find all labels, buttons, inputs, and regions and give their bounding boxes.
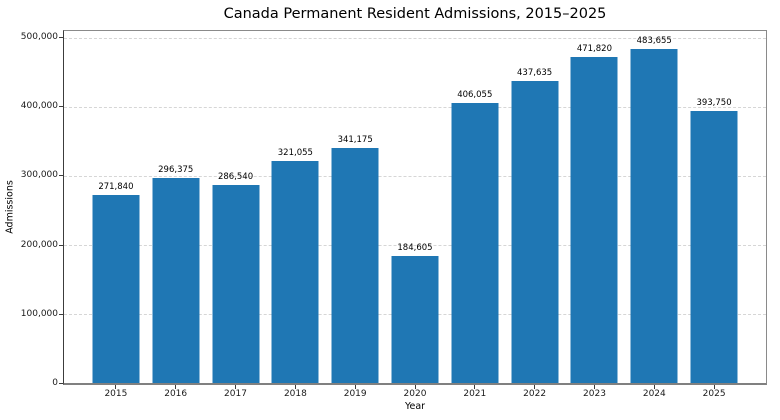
bar-slot: 483,655 — [624, 31, 684, 383]
x-tick-mark — [294, 385, 296, 389]
gridline — [64, 106, 766, 108]
y-tick-mark — [59, 106, 63, 108]
bar-value-label: 406,055 — [457, 89, 493, 100]
y-tick-label: 0 — [52, 377, 58, 388]
x-tick-label-2018: 2018 — [283, 389, 307, 399]
bar-slot: 471,820 — [565, 31, 625, 383]
bar-2018 — [271, 161, 319, 383]
x-tick-label-2016: 2016 — [164, 389, 188, 399]
gridline — [64, 37, 766, 39]
x-tick-mark — [175, 385, 177, 389]
bar-value-label: 341,175 — [337, 134, 373, 145]
gridline — [64, 244, 766, 246]
x-tick-label-2019: 2019 — [343, 389, 367, 399]
bar-value-label: 321,055 — [277, 148, 313, 159]
x-tick-label-2020: 2020 — [403, 389, 427, 399]
y-tick-mark — [59, 37, 63, 39]
gridline — [64, 175, 766, 177]
x-tick-label-2024: 2024 — [642, 389, 666, 399]
x-tick-mark — [235, 385, 236, 389]
bars-layer: 271,840 296,375 286,540 321,055 341,175 184,6… — [64, 31, 766, 383]
bar-slot: 393,750 — [684, 31, 744, 383]
y-tick-mark — [59, 382, 63, 384]
bar-2019 — [331, 147, 379, 383]
bar-2025 — [690, 111, 738, 383]
bar-slot: 321,055 — [265, 31, 325, 383]
bar-value-label: 286,540 — [217, 172, 254, 183]
bar-2022 — [511, 80, 559, 383]
x-tick-mark — [713, 385, 715, 389]
bar-slot: 286,540 — [206, 31, 266, 383]
y-tick-label: 300,000 — [20, 170, 58, 181]
x-tick-mark — [594, 385, 595, 389]
x-tick-mark — [534, 385, 536, 389]
bar-value-label: 393,750 — [696, 98, 732, 109]
bar-2024 — [630, 49, 678, 383]
bar-value-label: 271,840 — [98, 182, 134, 193]
bar-2021 — [451, 102, 499, 383]
chart-title: Canada Permanent Resident Admissions, 20… — [223, 6, 607, 22]
y-axis-title: Admissions — [4, 180, 16, 234]
bar-value-label: 437,635 — [517, 67, 553, 78]
x-tick-label-2021: 2021 — [463, 389, 487, 399]
bar-slot: 184,605 — [385, 31, 445, 383]
bar-2015 — [92, 195, 140, 383]
bar-slot: 437,635 — [505, 31, 565, 383]
bar-value-label: 184,605 — [397, 242, 433, 253]
bar-2017 — [212, 185, 260, 383]
bar-2020 — [391, 255, 439, 383]
y-tick-mark — [59, 313, 63, 315]
x-axis-title: Year — [404, 401, 426, 412]
x-tick-mark — [115, 385, 117, 389]
bar-2016 — [152, 178, 200, 383]
y-tick-label: 400,000 — [20, 101, 58, 112]
bar-slot: 271,840 — [86, 31, 146, 383]
bar-value-label: 471,820 — [576, 44, 612, 55]
y-tick-mark — [59, 244, 63, 246]
x-tick-mark — [474, 385, 476, 389]
x-tick-label-2015: 2015 — [104, 389, 128, 399]
x-tick-label-2022: 2022 — [523, 389, 547, 399]
x-tick-label-2023: 2023 — [583, 389, 606, 399]
x-tick-mark — [414, 385, 416, 389]
bar-slot: 296,375 — [146, 31, 206, 383]
plot-area: 271,840 296,375 286,540 321,055 341,175 184,6… — [63, 30, 767, 385]
y-tick-label: 100,000 — [20, 308, 58, 319]
x-tick-mark — [354, 385, 356, 389]
bar-value-label: 296,375 — [158, 165, 194, 176]
x-tick-label-2025: 2025 — [702, 389, 726, 399]
x-tick-label-2017: 2017 — [224, 389, 247, 399]
bar-2023 — [570, 57, 618, 383]
x-tick-mark — [653, 385, 655, 389]
y-tick-label: 200,000 — [20, 239, 58, 250]
y-tick-mark — [59, 175, 63, 177]
bar-value-label: 483,655 — [636, 36, 672, 47]
bar-slot: 406,055 — [445, 31, 505, 383]
y-tick-label: 500,000 — [20, 32, 58, 43]
bar-slot: 341,175 — [325, 31, 385, 383]
